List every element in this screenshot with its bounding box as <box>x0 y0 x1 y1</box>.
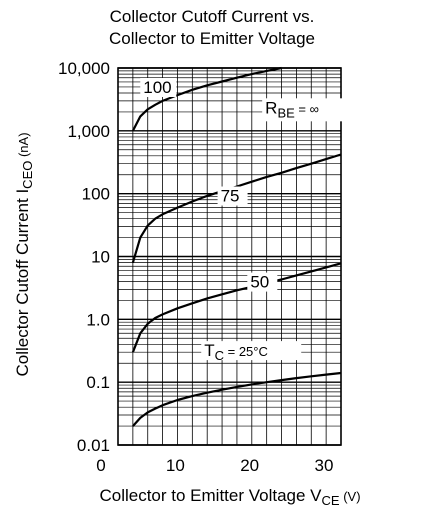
y-tick-label: 1.0 <box>86 310 110 329</box>
y-tick-label: 10 <box>91 248 110 267</box>
tick-labels: 10,000 1,000 100 10 1.0 0.1 0.010 10 20 30 <box>58 59 333 475</box>
curve-label-background <box>247 272 278 292</box>
y-tick-label: 100 <box>82 185 110 204</box>
y-tick-label: 1,000 <box>67 122 110 141</box>
chart-title-line: Collector Cutoff Current vs. <box>110 7 315 26</box>
y-tick-label: 0.01 <box>77 436 110 455</box>
chart-title: Collector Cutoff Current vs. Collector to… <box>109 7 315 48</box>
curve-label-background <box>201 341 302 361</box>
series-line <box>131 262 342 353</box>
curve-label: 100 <box>143 78 171 97</box>
rbe-annotation: RBE = ∞ <box>265 98 319 120</box>
x-tick-label: 10 <box>166 456 185 475</box>
curve-label-background <box>140 78 177 98</box>
annotation-background <box>262 98 359 122</box>
curve-label-background <box>217 186 248 206</box>
series-line <box>132 371 342 427</box>
series-line <box>131 66 282 132</box>
y-axis-label: Collector Cutoff Current ICEO (nA) <box>13 132 35 376</box>
plot-frame <box>117 67 342 446</box>
y-tick-label: 10,000 <box>58 59 110 78</box>
curve-labels: 100 75 50 TC = 25°C RBE = ∞ <box>140 78 359 363</box>
curve-label: 50 <box>250 273 269 292</box>
x-tick-label: 20 <box>240 456 259 475</box>
x-tick-label: 30 <box>315 456 334 475</box>
x-axis-label: Collector to Emitter Voltage VCE (V) <box>99 486 360 508</box>
axis-labels: Collector to Emitter Voltage VCE (V) Coll… <box>13 132 361 508</box>
curve-label: TC = 25°C <box>204 341 268 363</box>
x-tick-label: 0 <box>96 456 105 475</box>
chart-title-line: Collector to Emitter Voltage <box>109 29 315 48</box>
y-tick-label: 0.1 <box>86 373 110 392</box>
curve-label: 75 <box>221 187 240 206</box>
